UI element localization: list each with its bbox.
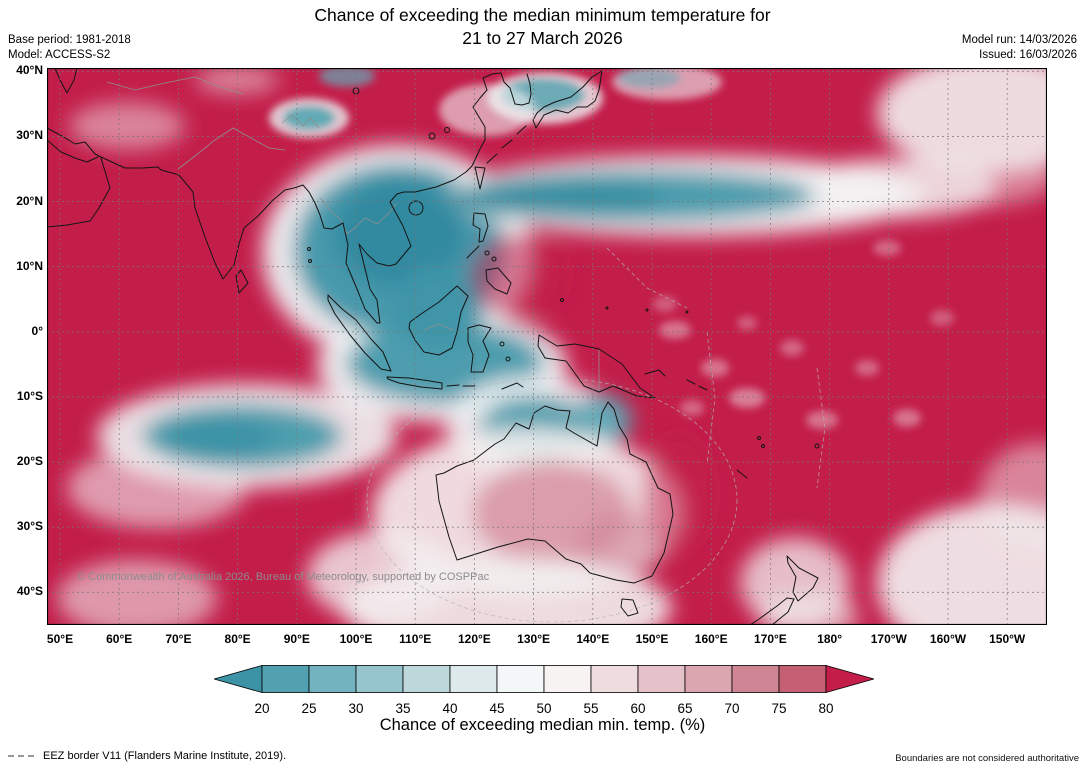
title-line-1: Chance of exceeding the median minimum t… — [314, 5, 771, 25]
colorbar-segment — [355, 665, 404, 693]
colorbar-tick: 75 — [771, 701, 787, 716]
base-period-text: Base period: 1981-2018 — [8, 34, 131, 46]
colorbar-arrow-high — [825, 664, 876, 694]
colorbar-tick: 60 — [630, 701, 646, 716]
model-run-text: Model run: 14/03/2026 — [961, 34, 1077, 46]
lon-label: 130°E — [517, 632, 551, 646]
colorbar-tick: 65 — [677, 701, 693, 716]
lat-label: 20°N — [16, 193, 43, 208]
country-border-lines — [106, 76, 600, 392]
colorbar-tick: 50 — [536, 701, 552, 716]
colorbar-tick: 20 — [254, 701, 270, 716]
probability-field-details — [269, 68, 954, 429]
lat-label: 0° — [31, 323, 43, 338]
model-info: Base period: 1981-2018 Model: ACCESS-S2 — [8, 33, 131, 63]
issued-text: Issued: 16/03/2026 — [979, 49, 1077, 61]
colorbar-tick-labels: 20 25 30 35 40 45 50 55 60 65 70 75 80 — [214, 701, 874, 718]
eez-dash-icon — [8, 755, 38, 757]
colorbar-tick: 45 — [489, 701, 505, 716]
map-border — [47, 68, 1047, 625]
lat-label: 10°N — [16, 258, 43, 273]
lat-label: 30°N — [16, 128, 43, 143]
lat-label: 20°S — [16, 454, 43, 469]
colorbar-tick: 80 — [818, 701, 834, 716]
colorbar-segment — [543, 665, 592, 693]
colorbar-tick: 40 — [442, 701, 458, 716]
lat-label: 40°N — [16, 63, 43, 78]
colorbar-segment — [637, 665, 686, 693]
colorbar-segment — [402, 665, 451, 693]
colorbar-segment — [261, 665, 310, 693]
colorbar-segment — [308, 665, 357, 693]
lon-label: 110°E — [399, 632, 432, 646]
colorbar-tick: 70 — [724, 701, 740, 716]
colorbar-segment — [731, 665, 780, 693]
copyright-text: © Commonwealth of Australia 2026, Bureau… — [77, 571, 490, 583]
graticule-grid — [47, 68, 1047, 625]
colorbar-tick: 30 — [348, 701, 364, 716]
colorbar-tick: 55 — [583, 701, 599, 716]
forecast-map: © Commonwealth of Australia 2026, Bureau… — [47, 68, 1047, 625]
colorbar-segment — [496, 665, 545, 693]
lon-label: 150°E — [635, 632, 669, 646]
colorbar-segment — [684, 665, 733, 693]
lon-label: 160°W — [929, 632, 967, 646]
lat-label: 30°S — [16, 519, 43, 534]
page-title: Chance of exceeding the median minimum t… — [0, 4, 1085, 50]
run-info: Model run: 14/03/2026 Issued: 16/03/2026 — [962, 33, 1077, 63]
lon-label: 120°E — [457, 632, 491, 646]
colorbar-segment — [449, 665, 498, 693]
colorbar-arrow-low — [212, 664, 263, 694]
lon-label: 170°E — [753, 632, 787, 646]
lat-label: 10°S — [16, 388, 43, 403]
lon-label: 60°E — [106, 632, 133, 646]
lon-label: 140°E — [576, 632, 610, 646]
map-canvas — [47, 68, 1047, 625]
eez-legend: EEZ border V11 (Flanders Marine Institut… — [8, 750, 286, 762]
colorbar-caption: Chance of exceeding median min. temp. (%… — [379, 716, 706, 734]
lon-label: 80°E — [224, 632, 251, 646]
eez-legend-text: EEZ border V11 (Flanders Marine Institut… — [43, 750, 287, 762]
lon-label: 160°E — [694, 632, 728, 646]
lon-label: 150°W — [989, 632, 1026, 646]
lon-label: 70°E — [165, 632, 192, 646]
colorbar-legend: 20 25 30 35 40 45 50 55 60 65 70 75 80 — [212, 664, 876, 718]
colorbar-segment — [590, 665, 639, 693]
eez-border-lines — [366, 247, 826, 623]
colorbar-segment — [778, 665, 827, 693]
disclaimer-text: Boundaries are not considered authoritat… — [895, 753, 1079, 764]
lon-label: 90°E — [283, 632, 310, 646]
lon-label: 50°E — [46, 632, 74, 646]
colorbar-swatches — [212, 664, 876, 694]
lon-label: 100°E — [339, 632, 373, 646]
colorbar-tick: 25 — [301, 701, 317, 716]
lon-label: 180° — [817, 632, 843, 646]
colorbar-tick: 35 — [395, 701, 411, 716]
lon-label: 170°W — [870, 632, 907, 646]
lat-label: 40°S — [16, 584, 43, 599]
model-text: Model: ACCESS-S2 — [8, 49, 111, 61]
title-line-2: 21 to 27 March 2026 — [462, 28, 623, 48]
